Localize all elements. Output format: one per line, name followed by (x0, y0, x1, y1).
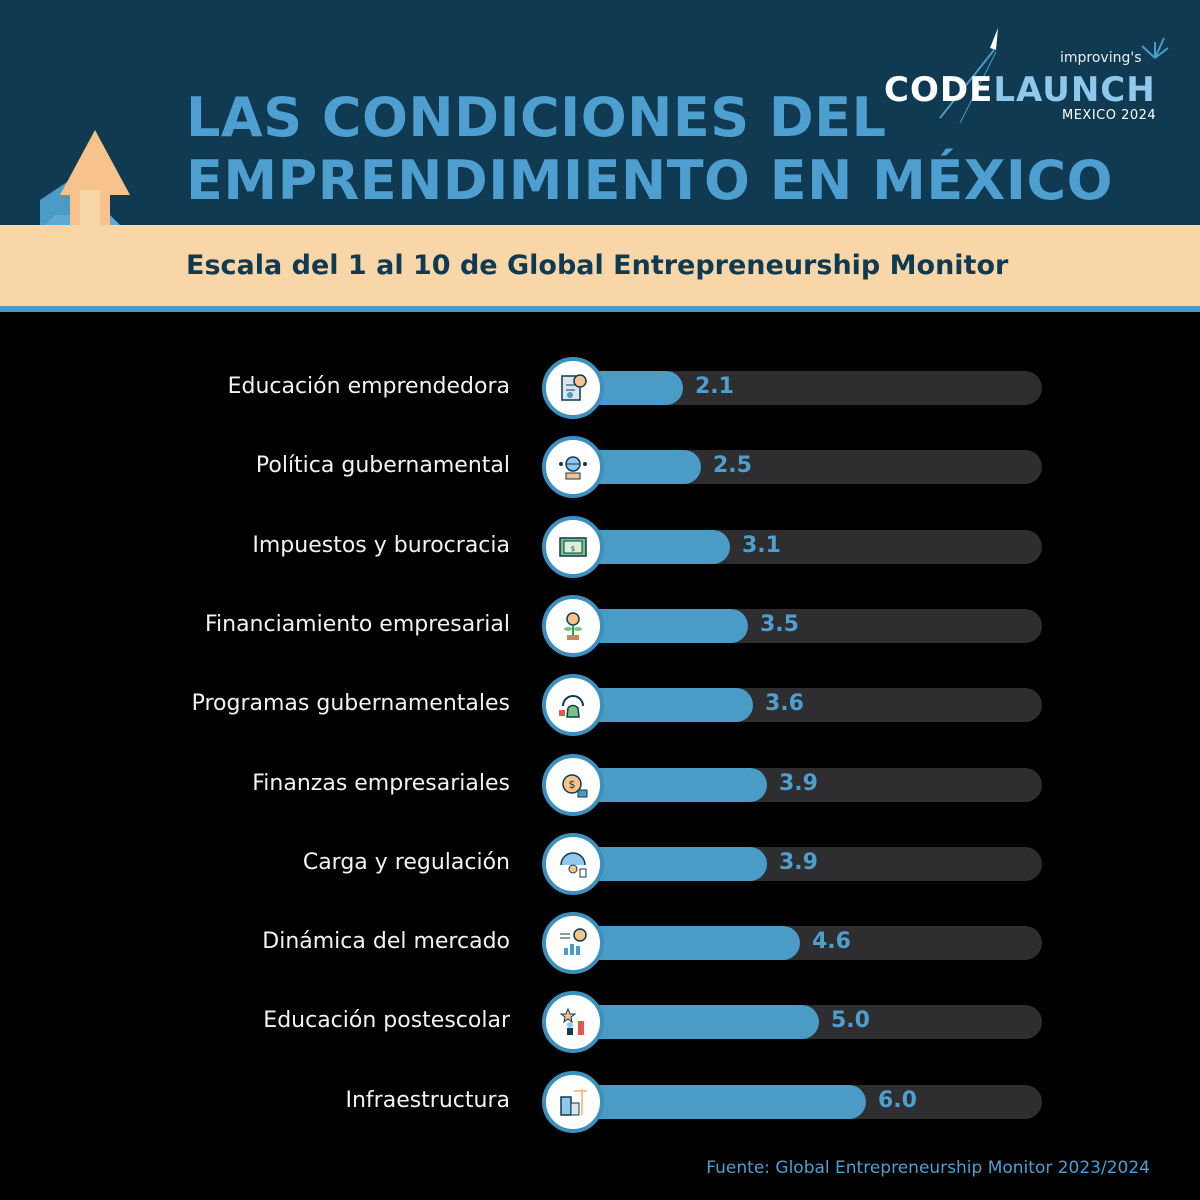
bar-category-label: Carga y regulación (302, 849, 510, 875)
logo-code: CODE (884, 70, 994, 110)
logo-improving: improving's (1060, 50, 1142, 66)
source-note: Fuente: Global Entrepreneurship Monitor … (706, 1158, 1150, 1178)
bar-category-label: Educación postescolar (263, 1008, 510, 1034)
logo-launch: LAUNCH (993, 70, 1156, 110)
bar (576, 926, 800, 961)
svg-text:$: $ (571, 545, 575, 553)
subtitle-band (0, 225, 1200, 310)
bar-value-label: 3.9 (779, 770, 818, 796)
bar-value-label: 5.0 (831, 1008, 870, 1034)
page-title: LAS CONDICIONES DEL EMPRENDIMIENTO EN MÉ… (186, 86, 1113, 212)
plant-coin-icon (542, 594, 604, 657)
podium-star-icon (542, 991, 604, 1054)
title-line-2: EMPRENDIMIENTO EN MÉXICO (186, 149, 1113, 212)
bar (576, 608, 748, 643)
divider (0, 306, 1200, 312)
bar-value-label: 2.5 (713, 453, 752, 479)
money-bill-icon: $ (542, 515, 604, 578)
bar-category-label: Financiamiento empresarial (204, 611, 510, 637)
bar (576, 846, 767, 881)
gauge-person-icon (542, 832, 604, 895)
bar-value-label: 2.1 (695, 374, 734, 399)
svg-text:$: $ (569, 778, 576, 791)
buildings-crane-icon (542, 1070, 604, 1133)
title-line-1: LAS CONDICIONES DEL (186, 86, 887, 149)
bar (576, 1084, 866, 1119)
bar-value-label: 6.0 (878, 1087, 917, 1113)
rocket-icon (939, 28, 1169, 124)
bar-category-label: Educación emprendedora (227, 374, 510, 399)
bar-category-label: Política gubernamental (255, 453, 510, 479)
bar-value-label: 3.9 (779, 849, 818, 875)
bar-value-label: 3.1 (742, 532, 781, 558)
bar-category-label: Impuestos y burocracia (252, 532, 510, 558)
coin-wallet-icon: $ (542, 753, 604, 816)
globe-network-icon (542, 436, 604, 499)
bar (576, 1005, 819, 1040)
bar-category-label: Infraestructura (345, 1087, 510, 1113)
bar (576, 767, 767, 802)
bar-category-label: Dinámica del mercado (262, 929, 510, 955)
page-subtitle: Escala del 1 al 10 de Global Entrepreneu… (186, 250, 1009, 281)
bar-category-label: Finanzas empresariales (252, 770, 510, 796)
money-bag-gauge-icon (542, 674, 604, 737)
bar-value-label: 4.6 (812, 929, 851, 955)
logo-wordmark: CODELAUNCH (884, 70, 1156, 110)
bar (576, 688, 753, 723)
bar-value-label: 3.5 (760, 611, 799, 637)
bar-category-label: Programas gubernamentales (191, 691, 510, 717)
logo-subtitle: MEXICO 2024 (1062, 108, 1157, 123)
report-icon (542, 357, 604, 419)
chart-dollar-icon (542, 912, 604, 975)
bar-value-label: 3.6 (765, 691, 804, 717)
